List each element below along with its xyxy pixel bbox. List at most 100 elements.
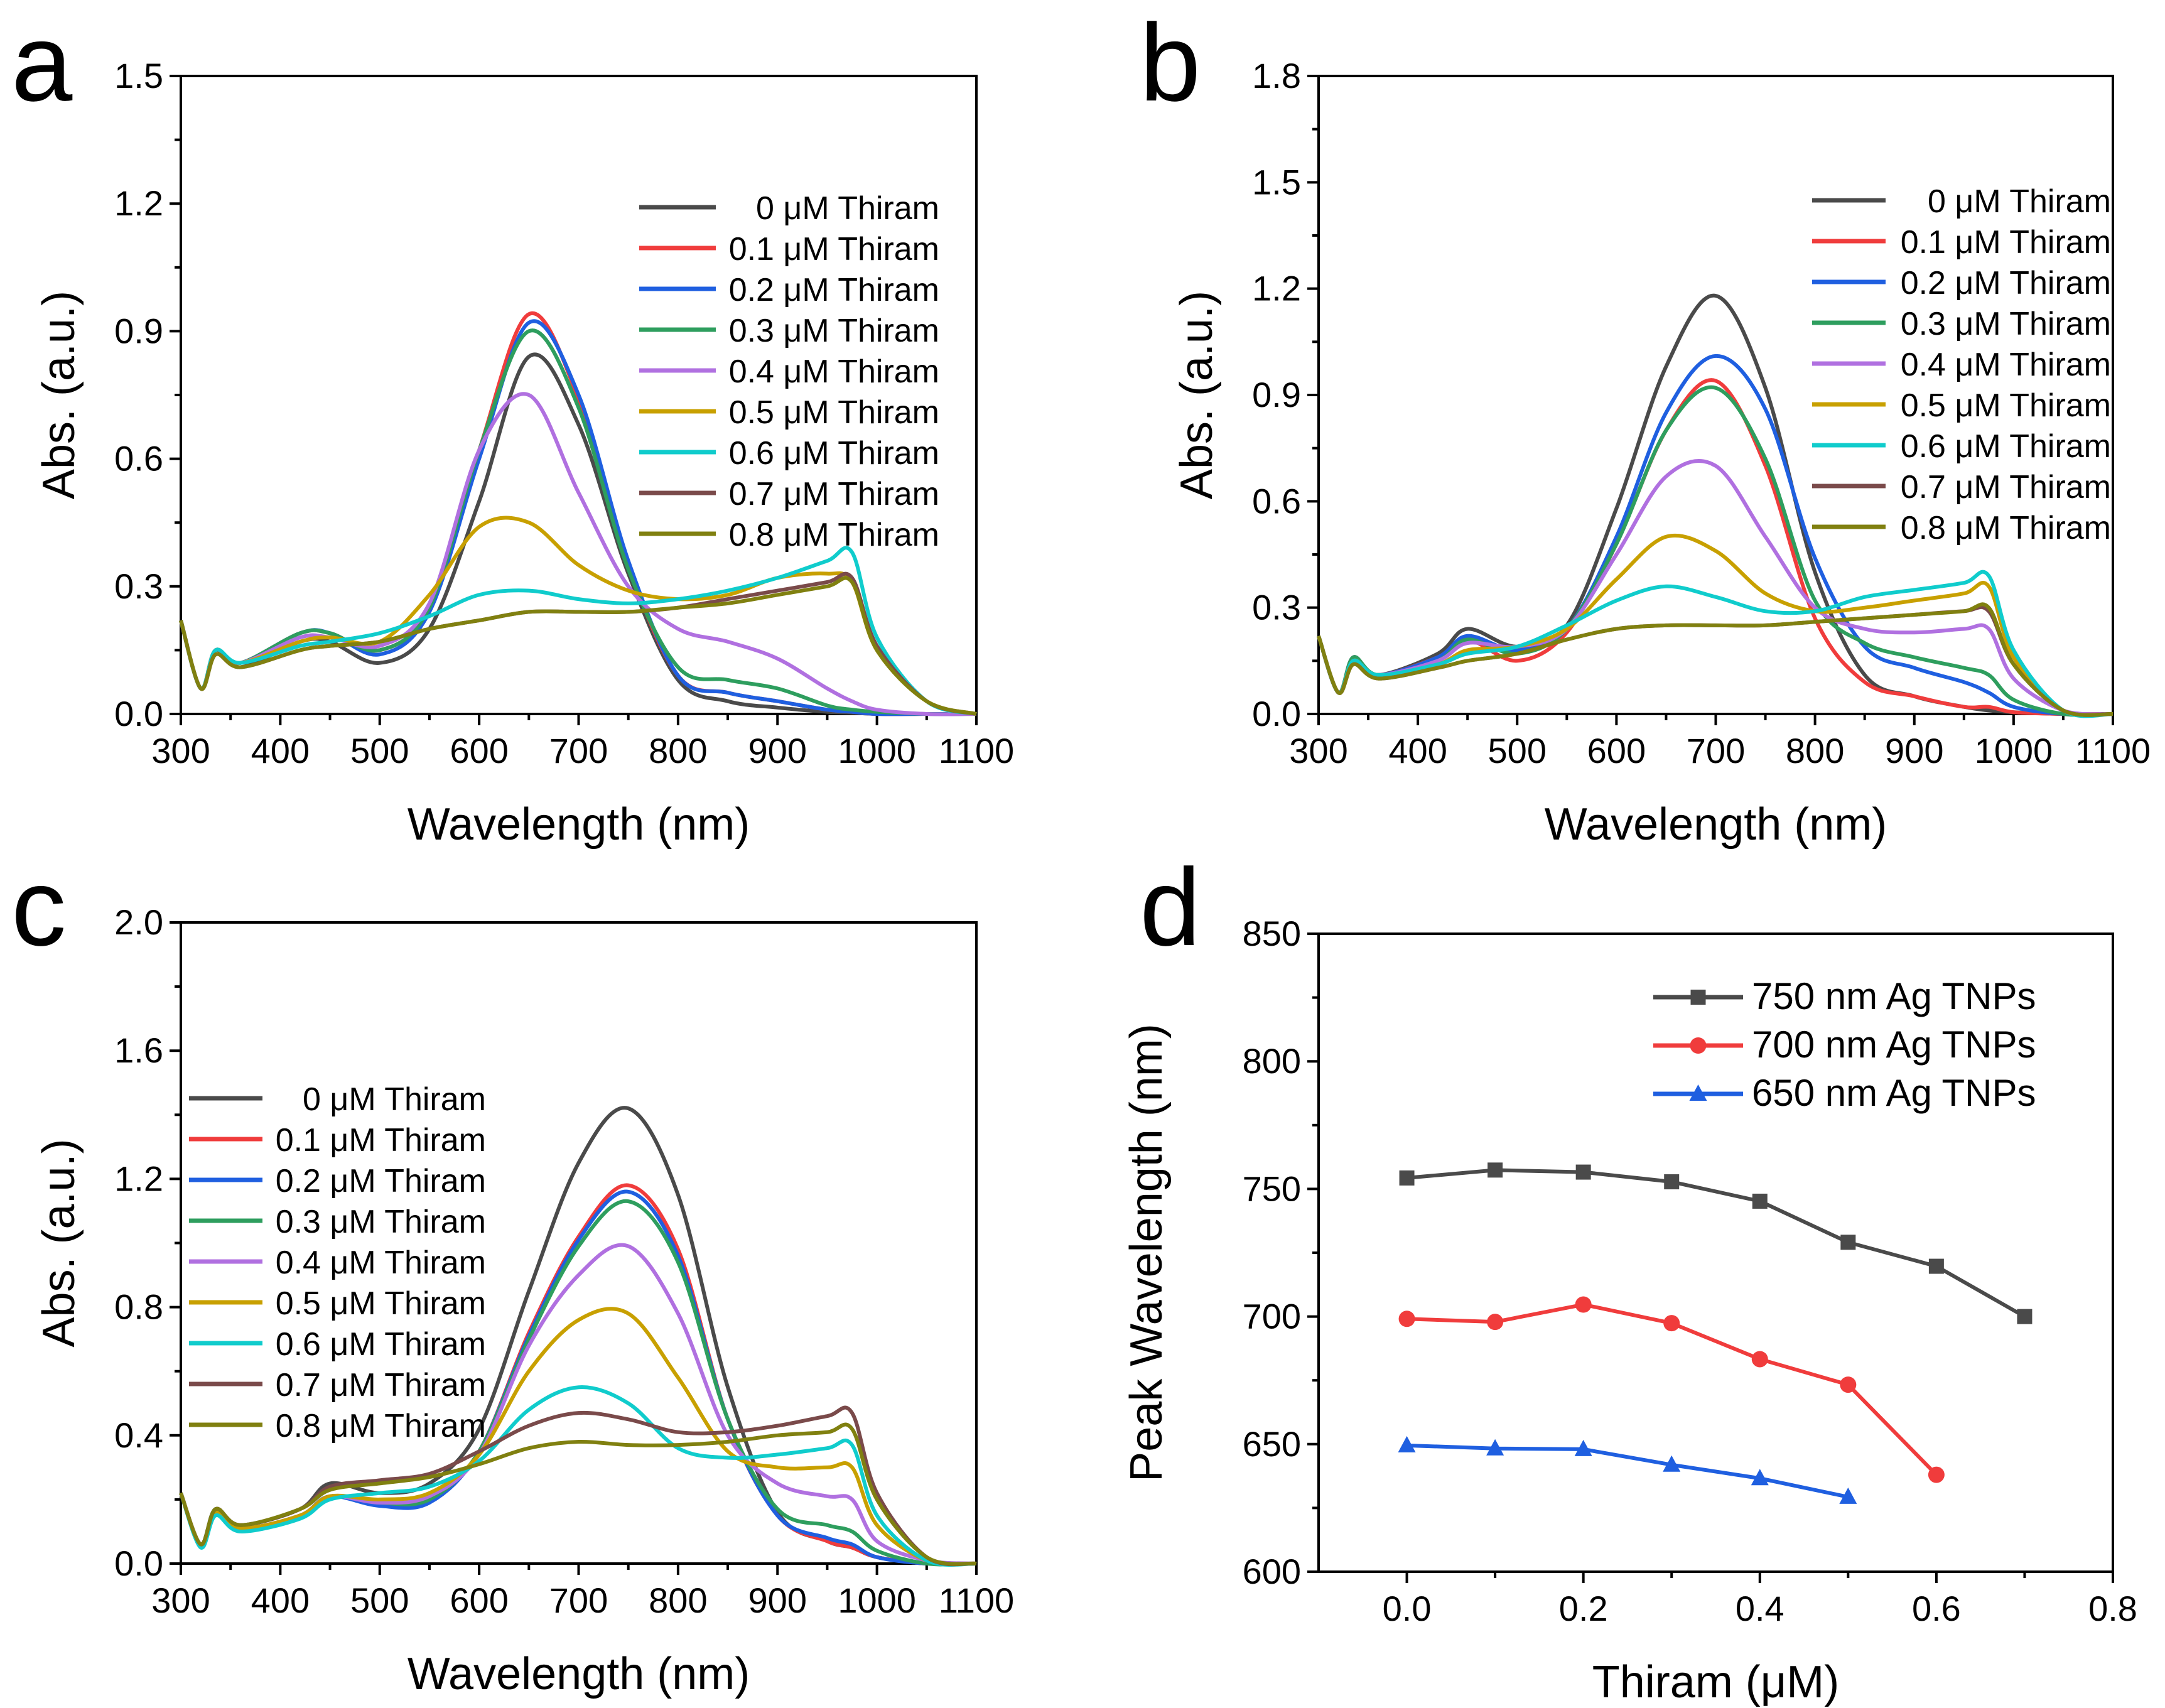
legend-label: 0.4 μM Thiram [1901, 347, 2111, 383]
y-tick-label: 0.0 [114, 694, 163, 733]
series-6 [1317, 570, 2114, 718]
y-tick-label: 0.0 [114, 1543, 163, 1583]
panel-label: d [1140, 846, 1201, 969]
x-tick-label: 0.0 [1383, 1589, 1432, 1628]
data-point [1575, 1164, 1591, 1180]
legend-label: 0.2 μM Thiram [276, 1163, 486, 1199]
x-tick-label: 900 [748, 731, 807, 770]
x-tick-label: 1000 [838, 731, 916, 770]
data-point [1399, 1170, 1415, 1186]
data-point [1398, 1435, 1416, 1452]
y-tick-label: 1.2 [114, 183, 163, 223]
legend-label: 0.3 μM Thiram [276, 1204, 486, 1240]
legend-label: 0.7 μM Thiram [1901, 469, 2111, 505]
data-point [1839, 1487, 1857, 1504]
y-tick-label: 0.6 [1252, 481, 1301, 521]
panel-label: a [11, 2, 73, 124]
y-tick-label: 0.3 [1252, 588, 1301, 627]
panel-c: c 300 400 500 600 700 800 900 1000 1100 0.0 0.4 0.8 1… [11, 846, 1014, 1699]
legend-label: 0.8 μM Thiram [1901, 510, 2111, 546]
legend-label: 0.5 μM Thiram [276, 1285, 486, 1322]
data-point [1751, 1469, 1769, 1486]
series-8 [179, 576, 977, 716]
legend-label: 0 μM Thiram [303, 1081, 486, 1118]
x-tick-label: 300 [1289, 731, 1347, 770]
y-tick-label: 0.9 [114, 311, 163, 350]
x-tick-label: 600 [1587, 731, 1646, 770]
x-tick-label: 600 [450, 1581, 508, 1620]
legend-marker [1690, 1037, 1707, 1054]
legend-label: 0.4 μM Thiram [729, 354, 939, 390]
y-tick-label: 700 [1243, 1297, 1301, 1336]
legend-label: 0.2 μM Thiram [1901, 265, 2111, 301]
series-6 [179, 1385, 977, 1567]
legend-label: 0.2 μM Thiram [729, 272, 939, 308]
x-axis-title: Wavelength (nm) [1545, 799, 1887, 850]
data-point [1398, 1311, 1415, 1327]
series-8 [1317, 602, 2114, 717]
legend-label: 0.3 μM Thiram [729, 313, 939, 349]
legend-marker [1689, 1084, 1707, 1101]
data-point [1751, 1351, 1768, 1368]
y-tick-label: 600 [1243, 1552, 1301, 1591]
series-2 [1398, 1435, 1857, 1504]
data-point [1928, 1466, 1945, 1483]
x-tick-label: 300 [151, 1581, 210, 1620]
legend-label: 0.4 μM Thiram [276, 1245, 486, 1281]
x-tick-label: 800 [649, 731, 707, 770]
x-tick-label: 300 [151, 731, 210, 770]
spectrum-line [179, 1422, 977, 1566]
y-tick-label: 850 [1243, 914, 1301, 953]
legend-label: 650 nm Ag TNPs [1752, 1072, 2036, 1114]
legend-label: 0.6 μM Thiram [276, 1326, 486, 1363]
y-tick-label: 650 [1243, 1424, 1301, 1464]
x-tick-label: 500 [350, 1581, 409, 1620]
x-tick-label: 800 [1786, 731, 1844, 770]
legend-label: 0.8 μM Thiram [276, 1408, 486, 1444]
x-tick-label: 400 [251, 731, 310, 770]
spectrum-line [179, 1385, 977, 1567]
legend-label: 0.1 μM Thiram [729, 231, 939, 268]
y-tick-label: 1.5 [1252, 162, 1301, 202]
legend-label: 0.8 μM Thiram [729, 517, 939, 553]
y-tick-label: 750 [1243, 1169, 1301, 1208]
legend-marker [1690, 990, 1706, 1005]
y-tick-label: 1.2 [114, 1159, 163, 1198]
x-tick-label: 1100 [2075, 731, 2151, 770]
legend-label: 0 μM Thiram [756, 190, 939, 227]
data-point [1486, 1439, 1504, 1456]
y-axis-title: Peak Wavelength (nm) [1121, 1024, 1172, 1482]
data-point [1840, 1376, 1857, 1393]
data-point [1663, 1315, 1680, 1332]
legend-label: 0.1 μM Thiram [1901, 224, 2111, 261]
data-point [1663, 1455, 1681, 1472]
series-line [1406, 1168, 2026, 1319]
panel-label: c [11, 846, 67, 969]
y-tick-label: 1.6 [114, 1030, 163, 1070]
data-point [1487, 1162, 1503, 1178]
spectrum-line [179, 1307, 977, 1566]
y-tick-label: 0.4 [114, 1415, 163, 1455]
spectrum-line [179, 546, 977, 716]
panel-label: b [1140, 2, 1201, 124]
x-axis-title: Wavelength (nm) [408, 799, 750, 850]
series-0 [1399, 1162, 2033, 1324]
x-tick-label: 1000 [1975, 731, 2053, 770]
x-tick-label: 0.2 [1559, 1589, 1608, 1628]
legend-label: 0.3 μM Thiram [1901, 306, 2111, 342]
x-tick-label: 0.8 [2088, 1589, 2137, 1628]
x-axis-title: Thiram (μM) [1592, 1657, 1839, 1707]
x-tick-label: 600 [450, 731, 508, 770]
y-tick-label: 0.6 [114, 439, 163, 478]
x-tick-label: 500 [1488, 731, 1547, 770]
y-tick-label: 0.3 [114, 566, 163, 606]
spectrum-line [1317, 570, 2114, 718]
x-tick-label: 1100 [939, 731, 1014, 770]
x-axis-title: Wavelength (nm) [408, 1649, 750, 1699]
x-tick-label: 900 [748, 1581, 807, 1620]
x-tick-label: 900 [1885, 731, 1943, 770]
legend-label: 0.1 μM Thiram [276, 1122, 486, 1159]
x-tick-label: 800 [649, 1581, 707, 1620]
series-8 [179, 1422, 977, 1566]
